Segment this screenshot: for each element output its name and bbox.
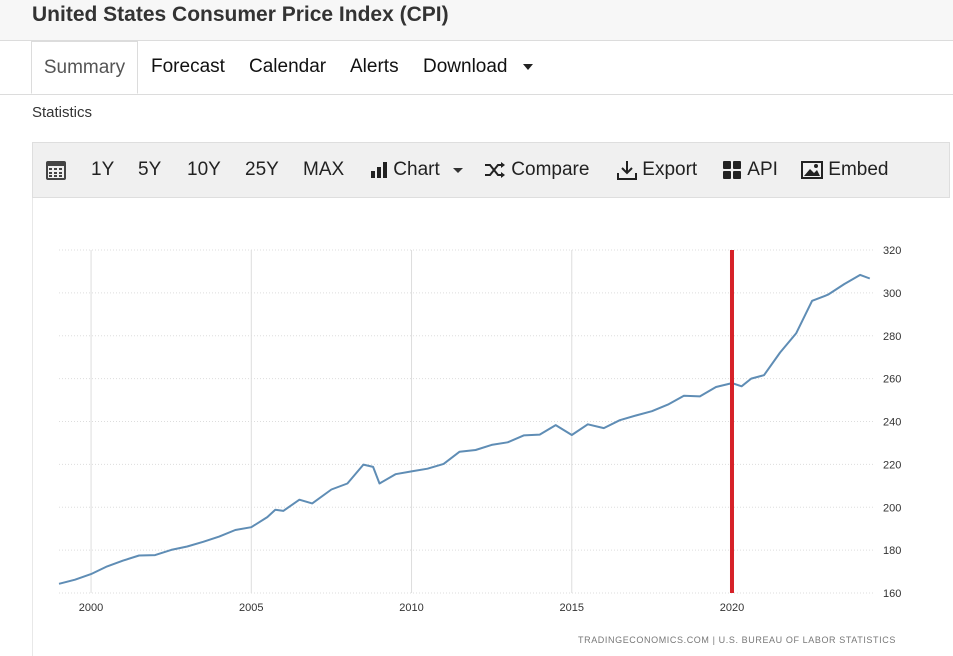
y-tick-label: 260 [883, 374, 901, 386]
chart-area: 2000 2005 2010 2015 2020 160 180 200 220 240 260 2… [32, 198, 953, 656]
range-1y-label: 1Y [91, 159, 115, 180]
grid-icon [723, 161, 741, 179]
embed-button[interactable]: Embed [801, 143, 888, 197]
y-tick-label: 160 [883, 588, 901, 600]
tab-calendar[interactable]: Calendar [249, 41, 326, 94]
api-label: API [747, 159, 778, 180]
x-tick-label: 2015 [560, 602, 584, 614]
y-tick-label: 200 [883, 502, 901, 514]
tab-forecast[interactable]: Forecast [151, 41, 225, 94]
y-tick-label: 280 [883, 331, 901, 343]
embed-label: Embed [828, 159, 889, 180]
image-icon [801, 161, 823, 179]
range-25y-button[interactable]: 25Y [245, 143, 279, 197]
page-title: United States Consumer Price Index (CPI) [32, 3, 449, 26]
tab-alerts-label: Alerts [350, 56, 399, 77]
tab-forecast-label: Forecast [151, 56, 225, 77]
api-button[interactable]: API [722, 143, 778, 197]
tab-download-label: Download [423, 56, 508, 77]
y-tick-label: 320 [883, 245, 901, 257]
tab-summary-label: Summary [43, 57, 126, 78]
calendar-button[interactable] [45, 143, 67, 197]
x-tick-label: 2020 [720, 602, 744, 614]
tab-alerts[interactable]: Alerts [350, 41, 399, 94]
chart-credit: TRADINGECONOMICS.COM | U.S. BUREAU OF LA… [578, 635, 896, 645]
chart-toolbar: 1Y 5Y 10Y 25Y MAX Chart Compare Export [32, 142, 950, 198]
chart-type-label: Chart [393, 159, 440, 180]
section-label: Statistics [32, 104, 93, 121]
chevron-down-icon [522, 63, 533, 70]
range-max-button[interactable]: MAX [303, 143, 344, 197]
export-label: Export [642, 159, 698, 180]
calendar-icon [46, 160, 66, 180]
range-1y-button[interactable]: 1Y [91, 143, 114, 197]
chart-type-button[interactable]: Chart [370, 143, 464, 197]
cpi-chart: 2000 2005 2010 2015 2020 160 180 200 220 240 260 2… [58, 245, 901, 614]
series-line-cpi [58, 273, 871, 585]
chevron-down-icon [453, 167, 464, 173]
y-tick-label: 220 [883, 459, 901, 471]
bar-chart-icon [371, 162, 387, 178]
export-button[interactable]: Export [617, 143, 697, 197]
y-tick-label: 300 [883, 288, 901, 300]
range-25y-label: 25Y [245, 159, 279, 180]
download-icon [617, 161, 637, 180]
y-tick-label: 240 [883, 417, 901, 429]
range-5y-button[interactable]: 5Y [138, 143, 161, 197]
tab-summary[interactable]: Summary [31, 41, 138, 94]
y-tick-label: 180 [883, 545, 901, 557]
x-tick-label: 2000 [79, 602, 103, 614]
x-tick-label: 2010 [399, 602, 423, 614]
shuffle-icon [485, 162, 505, 178]
x-tick-label: 2005 [239, 602, 263, 614]
range-max-label: MAX [303, 159, 345, 180]
tab-calendar-label: Calendar [249, 56, 327, 77]
page-header: United States Consumer Price Index (CPI) [0, 0, 953, 41]
tab-download[interactable]: Download [423, 41, 533, 94]
range-10y-label: 10Y [187, 159, 221, 180]
compare-label: Compare [511, 159, 590, 180]
range-5y-label: 5Y [138, 159, 162, 180]
tab-bar: Summary Forecast Calendar Alerts Downloa… [0, 41, 953, 95]
compare-button[interactable]: Compare [484, 143, 589, 197]
range-10y-button[interactable]: 10Y [187, 143, 221, 197]
